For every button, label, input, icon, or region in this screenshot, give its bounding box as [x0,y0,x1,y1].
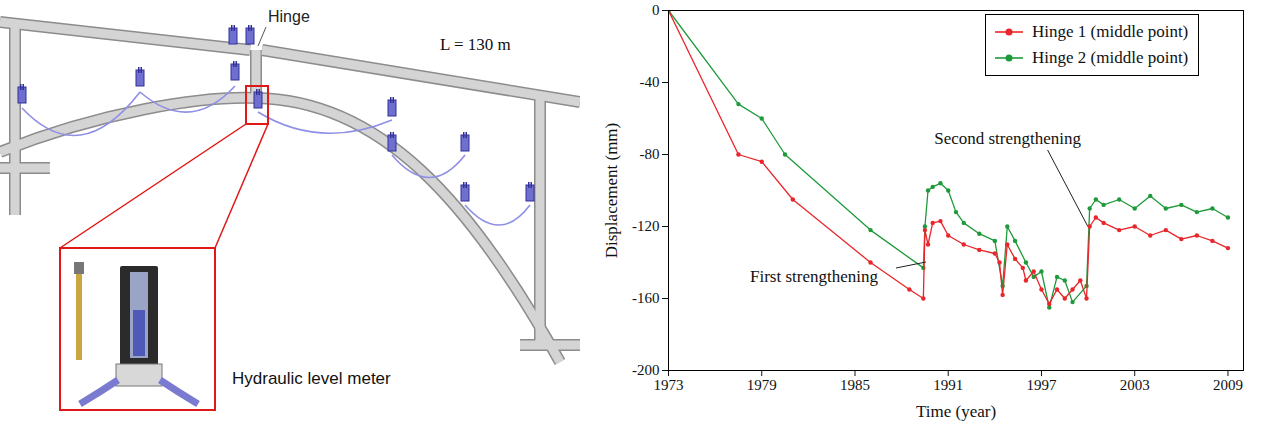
svg-text:L = 130 m: L = 130 m [440,35,511,54]
svg-text:1997: 1997 [1026,377,1057,393]
svg-text:-160: -160 [632,290,660,306]
svg-text:-200: -200 [632,362,660,378]
svg-text:2009: 2009 [1213,377,1243,393]
svg-text:1985: 1985 [840,377,870,393]
svg-text:-40: -40 [640,74,660,90]
html-text:Hinge 1 (middle point): Hinge 1 (middle point) [1032,22,1189,41]
svg-text:0: 0 [652,2,660,18]
svg-text:1979: 1979 [747,377,777,393]
svg-text:Hydraulic level meter: Hydraulic level meter [232,369,391,388]
svg-text:First strengthening: First strengthening [750,267,878,286]
svg-text:Hinge: Hinge [268,8,310,25]
svg-text:2003: 2003 [1120,377,1150,393]
svg-text:Displacement (mm): Displacement (mm) [602,123,621,259]
svg-text:Second strengthening: Second strengthening [934,129,1081,148]
svg-text:-120: -120 [632,218,660,234]
svg-text:1991: 1991 [933,377,963,393]
html-text:Hinge 2 (middle point): Hinge 2 (middle point) [1032,48,1189,67]
svg-text:1973: 1973 [654,377,684,393]
svg-text:-80: -80 [640,146,660,162]
svg-text:Time (year): Time (year) [916,402,996,421]
